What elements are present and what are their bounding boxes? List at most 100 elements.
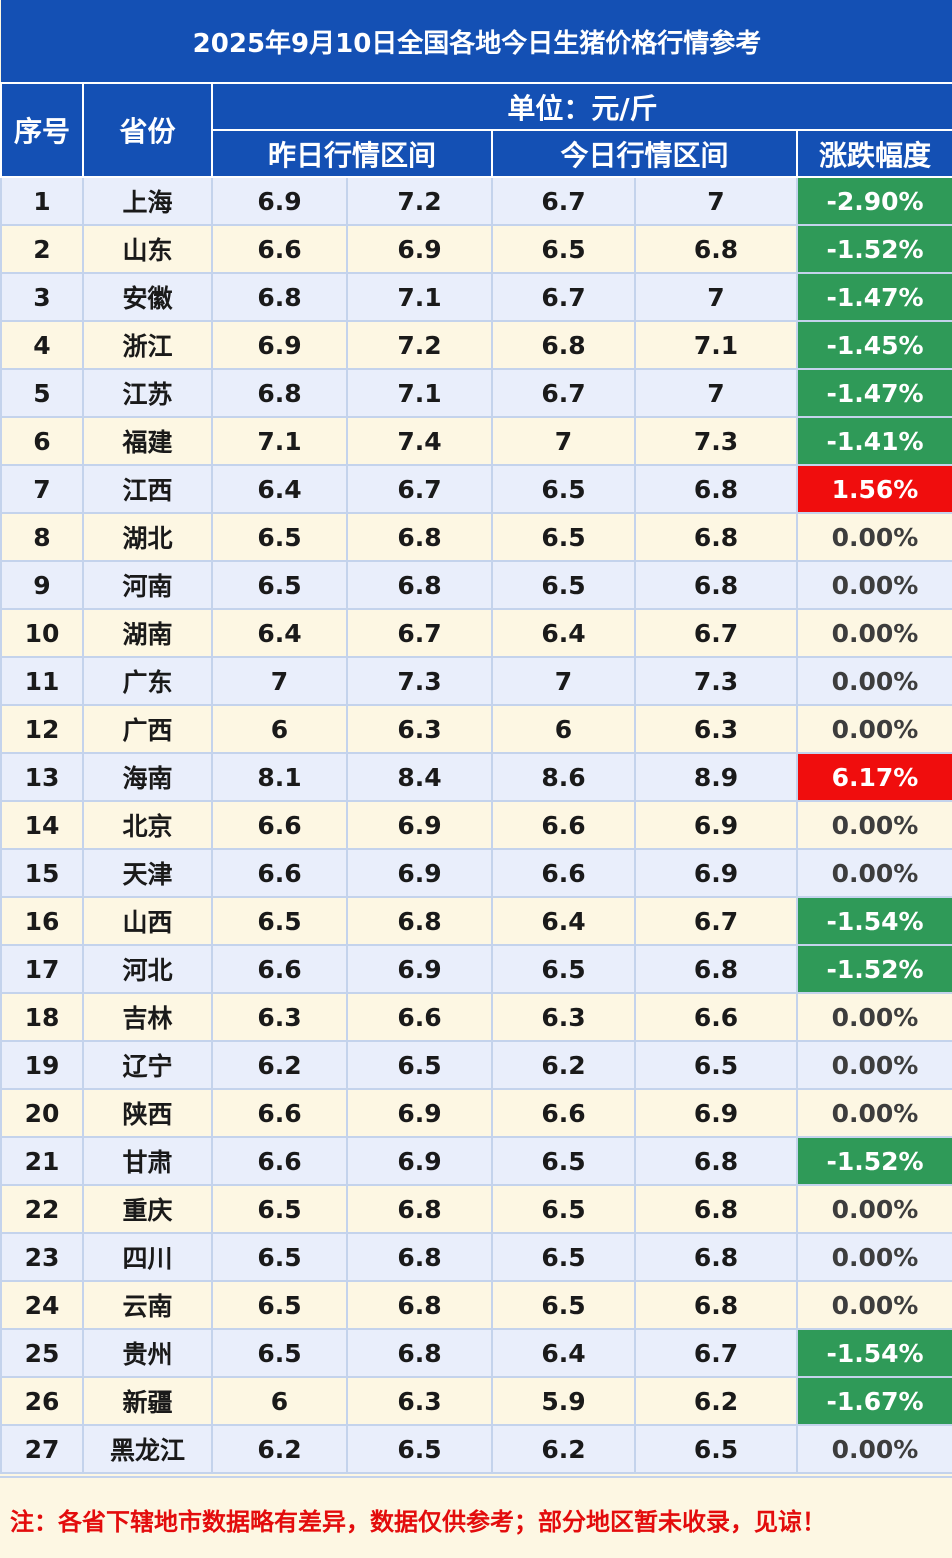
- yesterday-low: 6.5: [211, 896, 348, 946]
- change-value: 0.00%: [796, 1232, 952, 1282]
- row-index: 15: [0, 848, 84, 898]
- row-index: 24: [0, 1280, 84, 1330]
- row-province: 河北: [82, 944, 213, 994]
- table-row: 8 湖北 6.5 6.8 6.5 6.8 0.00%: [0, 512, 952, 562]
- yesterday-low: 6.5: [211, 1328, 348, 1378]
- row-province: 北京: [82, 800, 213, 850]
- today-high: 6.7: [634, 896, 798, 946]
- today-low: 6.4: [491, 896, 636, 946]
- row-province: 辽宁: [82, 1040, 213, 1090]
- today-high: 6.8: [634, 944, 798, 994]
- yesterday-high: 7.4: [346, 416, 493, 466]
- today-low: 6.5: [491, 512, 636, 562]
- row-province: 新疆: [82, 1376, 213, 1426]
- yesterday-high: 6.8: [346, 1328, 493, 1378]
- yesterday-low: 6.6: [211, 1088, 348, 1138]
- today-high: 7.3: [634, 656, 798, 706]
- table-body: 1 上海 6.9 7.2 6.7 7 -2.90% 2 山东 6.6 6.9 6.5 6.8 -1.52%…: [0, 176, 952, 1474]
- yesterday-low: 7.1: [211, 416, 348, 466]
- yesterday-low: 6.5: [211, 1232, 348, 1282]
- yesterday-low: 6.5: [211, 1184, 348, 1234]
- yesterday-low: 6.6: [211, 1136, 348, 1186]
- table-row: 14 北京 6.6 6.9 6.6 6.9 0.00%: [0, 800, 952, 850]
- yesterday-high: 6.6: [346, 992, 493, 1042]
- today-high: 6.9: [634, 848, 798, 898]
- today-low: 6.6: [491, 848, 636, 898]
- row-province: 上海: [82, 176, 213, 226]
- today-low: 6.7: [491, 272, 636, 322]
- row-index: 4: [0, 320, 84, 370]
- yesterday-low: 6.6: [211, 944, 348, 994]
- today-low: 6.4: [491, 1328, 636, 1378]
- yesterday-low: 6.2: [211, 1040, 348, 1090]
- yesterday-low: 6.8: [211, 368, 348, 418]
- table-row: 2 山东 6.6 6.9 6.5 6.8 -1.52%: [0, 224, 952, 274]
- change-value: -2.90%: [796, 176, 952, 226]
- yesterday-low: 6.4: [211, 608, 348, 658]
- change-value: -1.47%: [796, 368, 952, 418]
- header-index: 序号: [0, 82, 84, 178]
- table-row: 27 黑龙江 6.2 6.5 6.2 6.5 0.00%: [0, 1424, 952, 1474]
- row-index: 6: [0, 416, 84, 466]
- today-low: 6.2: [491, 1040, 636, 1090]
- change-value: -1.67%: [796, 1376, 952, 1426]
- row-index: 16: [0, 896, 84, 946]
- today-low: 6.2: [491, 1424, 636, 1474]
- today-high: 6.8: [634, 512, 798, 562]
- today-high: 6.8: [634, 1232, 798, 1282]
- today-low: 6.6: [491, 800, 636, 850]
- yesterday-low: 6: [211, 1376, 348, 1426]
- table-row: 5 江苏 6.8 7.1 6.7 7 -1.47%: [0, 368, 952, 418]
- change-value: -1.54%: [796, 1328, 952, 1378]
- today-high: 7.1: [634, 320, 798, 370]
- today-low: 6.7: [491, 368, 636, 418]
- change-value: -1.47%: [796, 272, 952, 322]
- row-province: 天津: [82, 848, 213, 898]
- yesterday-high: 6.5: [346, 1424, 493, 1474]
- yesterday-high: 6.9: [346, 848, 493, 898]
- change-value: 0.00%: [796, 704, 952, 754]
- row-index: 25: [0, 1328, 84, 1378]
- today-high: 8.9: [634, 752, 798, 802]
- change-value: 0.00%: [796, 848, 952, 898]
- row-index: 22: [0, 1184, 84, 1234]
- today-high: 6.3: [634, 704, 798, 754]
- price-table: 2025年9月10日全国各地今日生猪价格行情参考 序号 省份 单位：元/斤 昨日…: [0, 0, 952, 1474]
- today-low: 6.5: [491, 560, 636, 610]
- table-row: 17 河北 6.6 6.9 6.5 6.8 -1.52%: [0, 944, 952, 994]
- yesterday-low: 6.3: [211, 992, 348, 1042]
- today-low: 8.6: [491, 752, 636, 802]
- change-value: 0.00%: [796, 1280, 952, 1330]
- today-high: 6.8: [634, 464, 798, 514]
- today-high: 6.8: [634, 224, 798, 274]
- row-index: 12: [0, 704, 84, 754]
- row-index: 21: [0, 1136, 84, 1186]
- table-row: 6 福建 7.1 7.4 7 7.3 -1.41%: [0, 416, 952, 466]
- table-row: 7 江西 6.4 6.7 6.5 6.8 1.56%: [0, 464, 952, 514]
- yesterday-high: 6.7: [346, 464, 493, 514]
- today-high: 6.9: [634, 800, 798, 850]
- table-row: 25 贵州 6.5 6.8 6.4 6.7 -1.54%: [0, 1328, 952, 1378]
- yesterday-low: 8.1: [211, 752, 348, 802]
- change-value: -1.54%: [796, 896, 952, 946]
- today-high: 6.8: [634, 1184, 798, 1234]
- row-index: 19: [0, 1040, 84, 1090]
- header-unit: 单位：元/斤: [211, 82, 952, 131]
- row-index: 8: [0, 512, 84, 562]
- row-province: 湖北: [82, 512, 213, 562]
- yesterday-high: 6.7: [346, 608, 493, 658]
- yesterday-high: 7.1: [346, 272, 493, 322]
- row-province: 山西: [82, 896, 213, 946]
- yesterday-high: 6.8: [346, 512, 493, 562]
- row-index: 1: [0, 176, 84, 226]
- change-value: 0.00%: [796, 1424, 952, 1474]
- table-row: 23 四川 6.5 6.8 6.5 6.8 0.00%: [0, 1232, 952, 1282]
- today-low: 6.5: [491, 944, 636, 994]
- today-high: 7: [634, 272, 798, 322]
- yesterday-low: 6: [211, 704, 348, 754]
- today-low: 6.7: [491, 176, 636, 226]
- yesterday-low: 6.5: [211, 1280, 348, 1330]
- header-yesterday: 昨日行情区间: [211, 129, 493, 178]
- yesterday-low: 6.6: [211, 848, 348, 898]
- change-value: 0.00%: [796, 512, 952, 562]
